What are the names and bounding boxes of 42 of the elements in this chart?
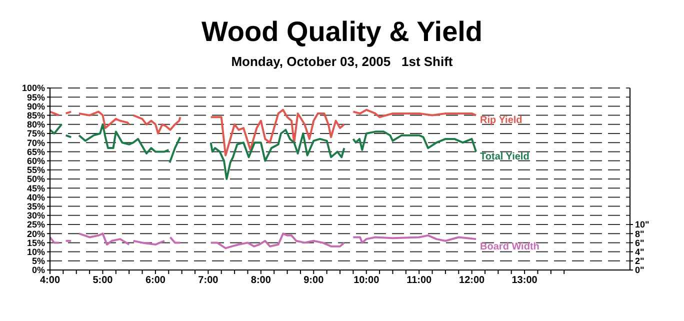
y2-tick-label: 4" xyxy=(635,246,644,257)
y-tick-label: 90% xyxy=(26,101,45,112)
y-tick-label: 100% xyxy=(22,83,45,94)
y2-tick-label: 0" xyxy=(635,265,644,276)
chart-title: Wood Quality & Yield xyxy=(200,16,484,48)
y-tick-label: 10% xyxy=(26,246,45,257)
y2-tick-label: 6" xyxy=(635,238,644,248)
chart-subtitle: Monday, October 03, 2005 1st Shift xyxy=(230,54,454,69)
y2-tick-label: 2" xyxy=(635,256,644,266)
y2-tick-label: 10" xyxy=(635,220,650,230)
x-tick-label: 9:00 xyxy=(304,275,324,286)
x-tick-label: 13:00 xyxy=(512,275,538,286)
x-tick-label: 10:00 xyxy=(354,275,380,286)
x-tick-label: 6:00 xyxy=(145,275,166,286)
y-tick-label: 65% xyxy=(26,146,45,157)
y-tick-label: 5% xyxy=(32,256,45,266)
series-label: Board Width xyxy=(480,242,540,253)
y-tick-label: 40% xyxy=(26,192,45,202)
y-tick-label: 60% xyxy=(26,156,45,166)
y-tick-label: 70% xyxy=(26,138,45,148)
y-tick-label: 30% xyxy=(26,210,45,221)
y-tick-label: 80% xyxy=(26,120,45,130)
series-label: Total Yield xyxy=(480,151,530,162)
x-tick-label: 4:00 xyxy=(40,275,60,286)
x-tick-label: 12:00 xyxy=(459,275,486,286)
y-tick-label: 85% xyxy=(26,110,45,120)
x-tick-label: 7:00 xyxy=(198,275,219,286)
y-tick-label: 20% xyxy=(26,228,45,239)
y-tick-label: 75% xyxy=(26,128,45,139)
y2-tick-label: 8" xyxy=(635,228,644,239)
y-tick-label: 35% xyxy=(26,201,45,212)
y-tick-label: 95% xyxy=(26,92,45,102)
x-tick-label: 11:00 xyxy=(406,275,432,286)
x-tick-label: 8:00 xyxy=(250,275,272,286)
y-tick-label: 0% xyxy=(32,265,45,276)
y-tick-label: 50% xyxy=(26,174,45,184)
y-tick-label: 25% xyxy=(26,220,45,230)
y-tick-label: 15% xyxy=(26,238,45,248)
y-tick-label: 45% xyxy=(26,183,45,194)
series-label: Rip Yield xyxy=(480,114,522,126)
x-tick-label: 5:00 xyxy=(92,275,114,286)
y-tick-label: 55% xyxy=(26,165,45,176)
